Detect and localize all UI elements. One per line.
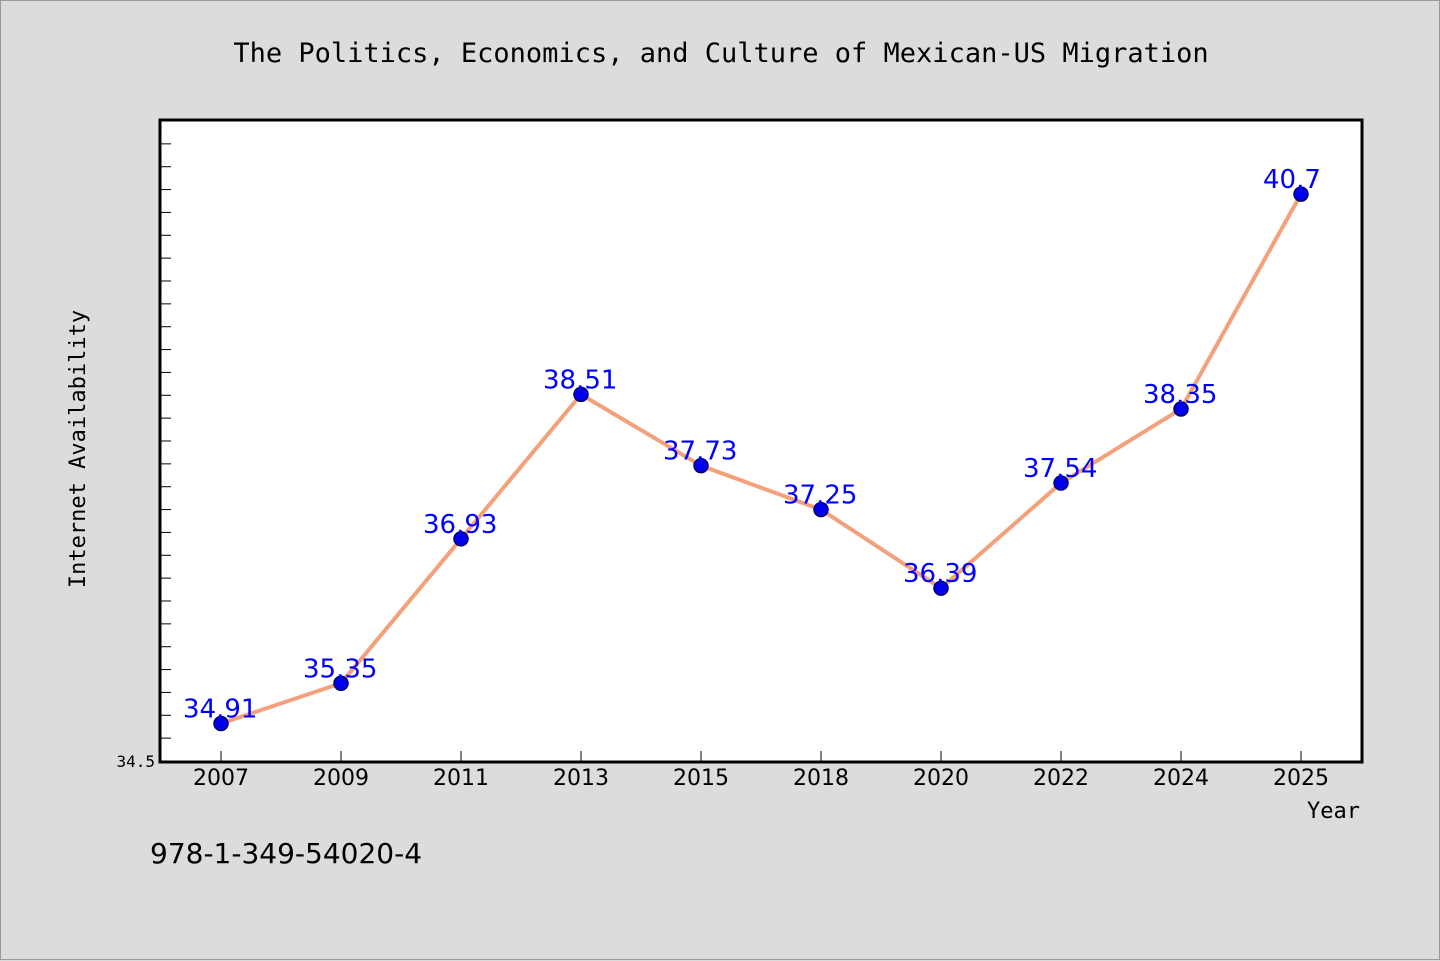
- x-tick-label: 2020: [913, 766, 969, 791]
- data-label: 40.7: [1263, 165, 1321, 195]
- x-tick-label: 2007: [193, 766, 249, 791]
- y-axis-label: Internet Availability: [66, 310, 91, 588]
- data-point: [933, 580, 949, 596]
- data-markers: [213, 186, 1309, 732]
- data-point: [1293, 186, 1309, 202]
- x-tick-label: 2025: [1273, 766, 1329, 791]
- x-tick-label: 2011: [433, 766, 489, 791]
- data-label: 37.73: [663, 437, 737, 467]
- y-axis-ticks: 34.5: [116, 120, 171, 771]
- data-point: [1053, 475, 1069, 491]
- data-label: 36.39: [903, 559, 977, 589]
- data-label: 34.91: [183, 695, 257, 725]
- data-label: 38.51: [543, 365, 617, 395]
- isbn-annotation: 978-1-349-54020-4: [150, 837, 422, 870]
- x-axis-label: Year: [1307, 799, 1360, 824]
- data-point: [573, 386, 589, 403]
- data-point: [213, 715, 229, 732]
- x-tick-label: 2013: [553, 766, 609, 791]
- series-line: [220, 193, 1303, 726]
- data-label: 36.93: [423, 510, 497, 540]
- x-tick-label: 2015: [673, 766, 729, 791]
- data-label: 38.35: [1143, 380, 1217, 410]
- x-tick-label: 2022: [1033, 766, 1089, 791]
- y-tick-label: 34.5: [116, 752, 155, 771]
- chart-title: The Politics, Economics, and Culture of …: [233, 38, 1208, 69]
- x-tick-label: 2009: [313, 766, 369, 791]
- data-point: [453, 531, 469, 547]
- data-point: [1173, 401, 1189, 417]
- data-point: [333, 675, 349, 692]
- data-label: 37.25: [783, 481, 857, 511]
- data-labels: 34.91 35.35 36.93 38.51 37.73 37.25 36.39 37.54…: [183, 165, 1321, 724]
- plot-area: [158, 118, 1364, 764]
- data-label: 35.35: [303, 654, 377, 684]
- x-axis-ticks: 2007 2009 2011 2013 2015 2018 2020 2022 2024 2025: [193, 751, 1329, 791]
- data-label: 37.54: [1023, 454, 1097, 484]
- data-point: [813, 501, 829, 518]
- data-point: [693, 457, 709, 474]
- x-tick-label: 2024: [1153, 766, 1209, 791]
- series-line-group: [220, 193, 1303, 726]
- x-tick-label: 2018: [793, 766, 849, 791]
